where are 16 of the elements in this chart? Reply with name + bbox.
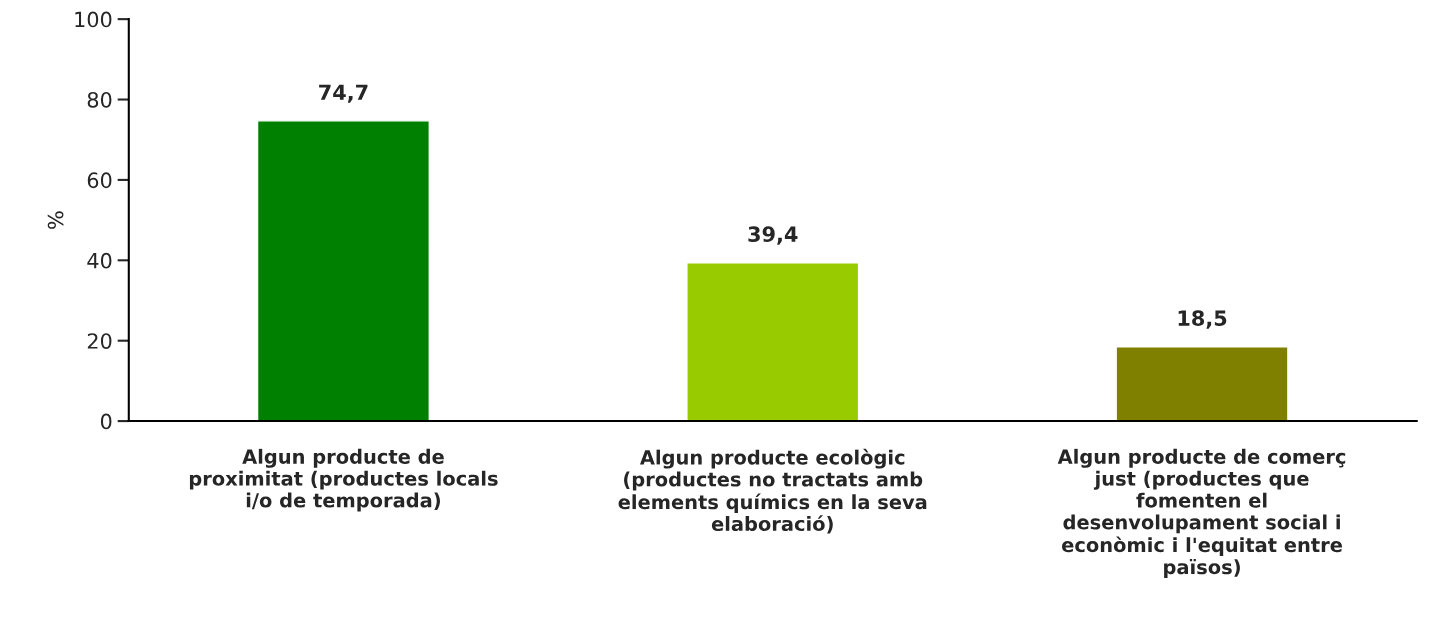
x-tick-label: Algun producte de comerç just (productes que fomenten el desenvolupament social i econòmic i l'equitat entre països) — [1057, 448, 1346, 579]
y-tick-label: 40 — [87, 252, 112, 269]
data-label: 39,4 — [748, 226, 798, 245]
data-label: 18,5 — [1178, 310, 1227, 329]
bar — [686, 262, 860, 422]
bar — [1115, 346, 1289, 422]
x-tick-label: Algun producte de proximitat (productes locals i/o de temporada) — [189, 448, 498, 512]
y-axis-title: % — [47, 211, 64, 229]
y-tick-label: 0 — [100, 413, 112, 430]
x-tick-label: Algun producte ecològic (productes no tractats amb elements químics en la seva elaboració) — [618, 448, 927, 534]
y-tick-label: 100 — [75, 11, 112, 28]
bar — [256, 120, 430, 422]
y-tick-label: 60 — [87, 172, 112, 189]
y-tick-label: 80 — [87, 91, 112, 108]
y-tick-label: 20 — [87, 333, 112, 349]
data-label: 74,7 — [319, 84, 368, 103]
